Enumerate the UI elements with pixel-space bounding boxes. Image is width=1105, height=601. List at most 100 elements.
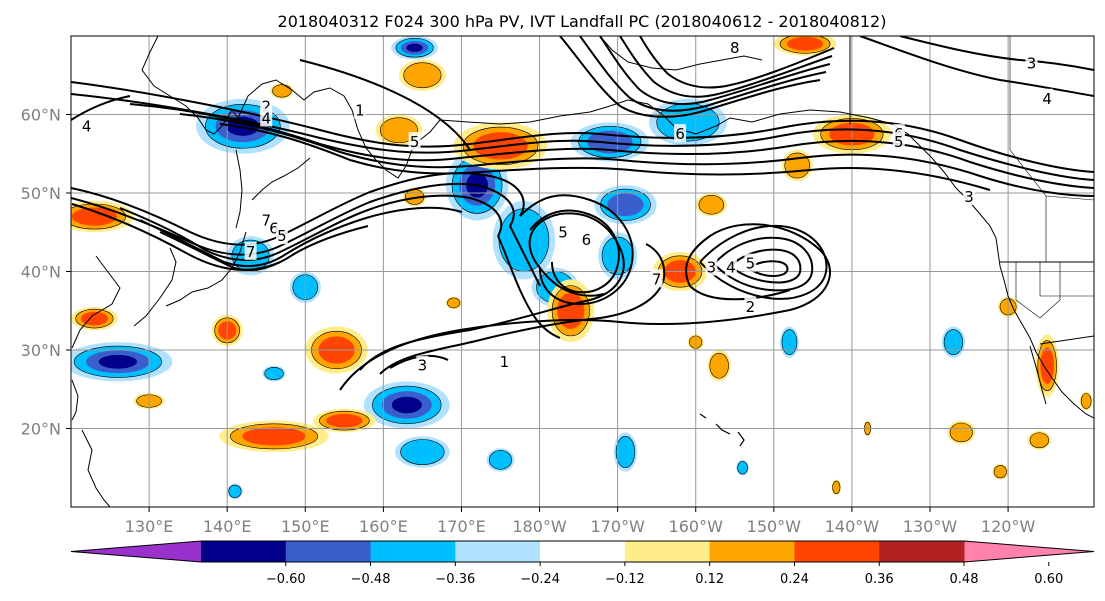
border-states-2 <box>1039 262 1094 297</box>
coastline-na-west <box>995 237 1094 419</box>
contour-northeast-2 <box>899 36 1094 71</box>
border-us-mexico <box>1039 335 1094 345</box>
colorbar-tick-label: −0.36 <box>435 572 475 587</box>
contour-label-bg-9 <box>728 37 741 56</box>
colorbar-outline <box>70 540 1095 563</box>
chart-title: 2018040312 F024 300 hPa PV, IVT Landfall… <box>278 12 887 31</box>
contour-west-6 <box>71 203 281 271</box>
contour-west-1 <box>71 172 525 246</box>
contour-east-1 <box>699 224 828 300</box>
pv-anomaly-level-49-1 <box>1080 393 1092 409</box>
pv-anomaly-negative-8 <box>648 98 727 146</box>
contour-label: 6 <box>269 219 279 237</box>
pv-anomaly-level-20-1 <box>488 450 513 470</box>
colorbar-segment <box>201 541 287 562</box>
coastline-baja <box>1029 345 1047 405</box>
pv-anomaly-positive-31 <box>547 279 595 343</box>
contour-label-bg-14 <box>1041 88 1054 107</box>
pv-anomaly-positive-34 <box>781 149 813 182</box>
pv-anomaly-negative-7 <box>594 185 657 225</box>
contour-label-bg-24 <box>498 351 511 370</box>
contour-mid-1 <box>519 194 634 306</box>
contour-mid-3 <box>497 235 561 339</box>
ivt-contours <box>71 36 1094 391</box>
contour-label-layer: 4241576578665343567345231 <box>80 37 1054 375</box>
pv-anomaly-negative-17 <box>780 326 799 358</box>
coastline-alaska-south <box>751 109 997 239</box>
coastline-taiwan <box>71 379 79 421</box>
pv-shading-layer <box>71 36 1093 500</box>
contour-label: 4 <box>726 259 736 277</box>
pv-anomaly-level-25-2 <box>242 427 306 446</box>
contour-label-bg-15 <box>1025 53 1038 72</box>
pv-anomaly-positive-44 <box>445 296 462 310</box>
contour-arctic-2 <box>579 36 827 112</box>
contour-arctic-5 <box>639 36 835 89</box>
coastline-korea <box>133 247 177 327</box>
contour-label-bg-16 <box>556 222 569 241</box>
contour-arctic-3 <box>599 36 831 106</box>
y-axis-ticks: 20°N 30°N 40°N 50°N 60°N <box>21 106 71 439</box>
contour-label: 2 <box>746 298 756 316</box>
pv-anomaly-positive-36 <box>695 193 727 217</box>
x-tick-label: 180°W <box>512 517 567 536</box>
contour-label-bg-8 <box>244 241 257 260</box>
contour-label: 3 <box>418 357 428 375</box>
pv-anomaly-level-17-1 <box>781 329 798 356</box>
pv-anomaly-negative-19 <box>227 483 243 500</box>
border-states-1 <box>1015 262 1061 319</box>
contour-label: 6 <box>675 125 685 143</box>
coastline-sakhalin <box>235 149 243 229</box>
colorbar-extend-min <box>71 541 201 562</box>
colorbar-segment <box>285 541 372 562</box>
contour-label: 7 <box>246 243 256 261</box>
contour-label-bg-10 <box>674 124 687 143</box>
contour-label: 5 <box>410 133 420 151</box>
pv-anomaly-level-48-1 <box>832 480 841 494</box>
pv-anomaly-negative-18 <box>941 326 966 358</box>
contour-pacific-3 <box>379 243 666 375</box>
contour-east-2 <box>713 236 814 292</box>
y-tick-label: 20°N <box>21 420 61 439</box>
contour-label: 3 <box>964 188 974 206</box>
pv-anomaly-level-35-2 <box>786 37 824 51</box>
contour-west-4 <box>139 206 463 268</box>
colorbar-extend-max <box>964 541 1094 562</box>
contour-mid-4 <box>509 225 541 287</box>
pv-anomaly-positive-37 <box>1035 334 1059 398</box>
pv-anomaly-level-2-3 <box>98 354 137 369</box>
pv-anomaly-level-15-1 <box>615 436 636 469</box>
y-tick-label: 30°N <box>21 341 61 360</box>
contour-mid-2 <box>529 209 620 294</box>
pv-anomaly-positive-40 <box>992 463 1009 480</box>
x-tick-label: 130°W <box>903 517 958 536</box>
contour-label: 6 <box>582 231 592 249</box>
colorbar-segment <box>540 541 626 562</box>
pv-anomaly-positive-35 <box>773 36 837 56</box>
x-tick-label: 160°E <box>359 517 408 536</box>
contour-label-bg-0 <box>80 116 93 135</box>
border-provinces <box>1009 36 1094 262</box>
contour-label: 1 <box>355 102 365 120</box>
colorbar-tick-label: 0.24 <box>780 572 809 587</box>
hawaii-islands <box>699 413 745 447</box>
colorbar-segment <box>879 541 965 562</box>
contour-label-bg-17 <box>580 230 593 249</box>
contour-arctic-4 <box>619 36 833 98</box>
contour-label-bg-13 <box>963 186 976 205</box>
pv-anomaly-level-38-1 <box>949 422 973 443</box>
pv-anomaly-level-39-1 <box>1029 432 1050 449</box>
pv-anomaly-positive-49 <box>1079 391 1093 411</box>
pv-anomaly-negative-14 <box>395 436 450 468</box>
pv-anomaly-positive-42 <box>707 350 731 382</box>
x-tick-label: 160°W <box>669 517 724 536</box>
pv-anomaly-positive-22 <box>71 306 118 331</box>
pv-anomaly-positive-28 <box>398 59 446 91</box>
pv-anomaly-level-7-2 <box>607 193 644 217</box>
colorbar-tick-label: 0.12 <box>695 572 724 587</box>
contour-label-bg-4 <box>408 131 421 150</box>
colorbar-segment <box>455 541 541 562</box>
x-tick-label: 140°E <box>203 517 252 536</box>
x-tick-label: 120°W <box>981 517 1036 536</box>
contour-northwest <box>71 95 131 121</box>
